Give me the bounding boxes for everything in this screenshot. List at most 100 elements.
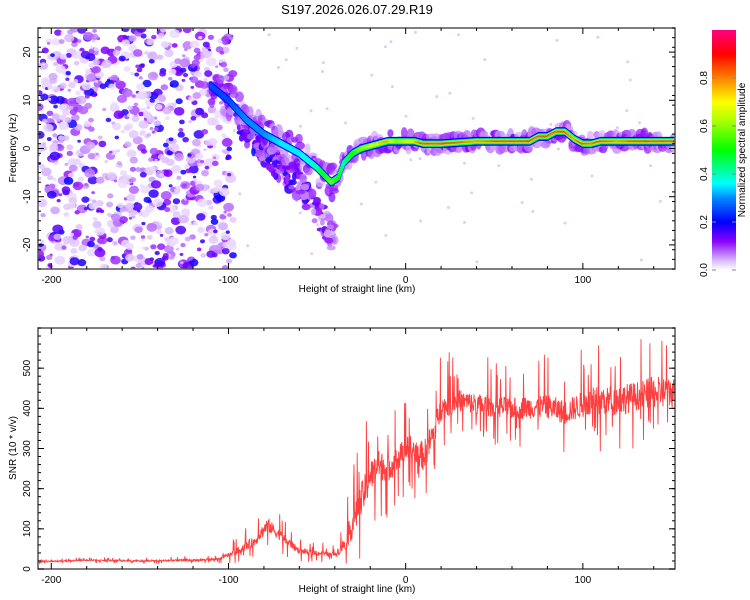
heatmap-cell bbox=[219, 50, 225, 55]
snr-series-line bbox=[38, 339, 675, 565]
heatmap-cell bbox=[174, 188, 179, 192]
heatmap-cell bbox=[204, 70, 213, 77]
heatmap-cell bbox=[93, 51, 99, 56]
heatmap-cell bbox=[196, 247, 202, 252]
heatmap-cell bbox=[113, 179, 118, 183]
heatmap-cell bbox=[126, 113, 131, 117]
heatmap-cell bbox=[174, 58, 182, 65]
heatmap-cell bbox=[320, 213, 326, 219]
y-tick-label: -20 bbox=[22, 237, 33, 252]
plot-area-bottom bbox=[38, 328, 675, 569]
heatmap-cell bbox=[94, 244, 100, 249]
heatmap-cell bbox=[310, 208, 317, 216]
heatmap-cell bbox=[182, 136, 189, 143]
heatmap-cell bbox=[446, 206, 450, 210]
heatmap-cell bbox=[316, 223, 320, 227]
y-tick-label: 10 bbox=[22, 94, 33, 106]
heatmap-cell bbox=[110, 213, 121, 222]
heatmap-cell bbox=[65, 70, 71, 76]
heatmap-cell bbox=[311, 201, 319, 206]
heatmap-cell bbox=[310, 252, 314, 256]
heatmap-cell bbox=[638, 121, 642, 125]
heatmap-cell bbox=[181, 208, 191, 216]
heatmap-cell bbox=[171, 102, 177, 107]
heatmap-cell bbox=[208, 97, 215, 109]
heatmap-cell bbox=[131, 115, 140, 122]
heatmap-cell bbox=[164, 207, 171, 213]
heatmap-cell bbox=[93, 46, 99, 52]
x-tick-label: -100 bbox=[218, 575, 238, 586]
heatmap-cell bbox=[187, 153, 192, 157]
heatmap-cell bbox=[200, 253, 206, 258]
colorbar-ticks: 0.0 0.2 0.4 0.6 0.8 bbox=[699, 71, 736, 277]
heatmap-cell bbox=[89, 46, 94, 50]
heatmap-cell bbox=[110, 225, 119, 234]
heatmap-cell bbox=[144, 39, 148, 43]
heatmap-cell bbox=[200, 160, 205, 164]
heatmap-cell bbox=[75, 223, 83, 230]
heatmap-cell bbox=[58, 39, 65, 45]
heatmap-cell bbox=[112, 49, 121, 56]
heatmap-cell bbox=[168, 236, 179, 246]
heatmap-cell bbox=[210, 218, 219, 225]
heatmap-cell bbox=[208, 205, 214, 210]
heatmap-cell bbox=[149, 98, 155, 103]
heatmap-cell bbox=[225, 230, 230, 234]
heatmap-cell bbox=[55, 65, 66, 74]
heatmap-cell bbox=[323, 229, 332, 238]
heatmap-cell bbox=[196, 213, 206, 221]
heatmap-cell bbox=[121, 39, 130, 47]
heatmap-cell bbox=[128, 178, 134, 183]
heatmap-cell bbox=[140, 235, 146, 239]
heatmap-cell bbox=[195, 107, 205, 116]
heatmap-cell bbox=[68, 81, 76, 89]
heatmap-cell bbox=[418, 157, 422, 161]
heatmap-cell bbox=[89, 236, 96, 242]
heatmap-cell bbox=[150, 244, 157, 250]
heatmap-cell bbox=[190, 115, 197, 121]
heatmap-cell bbox=[65, 53, 72, 58]
heatmap-cell bbox=[267, 33, 271, 37]
heatmap-cell bbox=[91, 191, 95, 195]
heatmap-cell bbox=[156, 243, 166, 251]
heatmap-cell bbox=[198, 35, 203, 40]
heatmap-cell bbox=[198, 89, 207, 96]
y-tick-label: 200 bbox=[22, 480, 33, 497]
heatmap-cell bbox=[59, 114, 67, 121]
heatmap-cell bbox=[94, 248, 106, 258]
heatmap-cell bbox=[174, 153, 184, 162]
heatmap-cell bbox=[87, 176, 98, 185]
heatmap-cell bbox=[299, 124, 303, 128]
heatmap-cell bbox=[54, 242, 65, 251]
heatmap-cell bbox=[165, 49, 173, 56]
heatmap-cell bbox=[448, 91, 452, 95]
heatmap-cell bbox=[158, 35, 163, 40]
heatmap-cell bbox=[182, 28, 192, 34]
heatmap-cell bbox=[216, 74, 225, 84]
heatmap-cell bbox=[300, 183, 310, 191]
heatmap-cell bbox=[320, 70, 324, 74]
heatmap-cell bbox=[203, 158, 215, 168]
heatmap-cell bbox=[126, 194, 136, 202]
heatmap-cell bbox=[199, 81, 210, 89]
heatmap-cell bbox=[145, 38, 155, 46]
heatmap-cell bbox=[197, 226, 205, 234]
heatmap-cell bbox=[326, 224, 335, 230]
heatmap-cell bbox=[98, 140, 107, 148]
heatmap-cell bbox=[38, 90, 43, 96]
heatmap-cell bbox=[227, 172, 232, 177]
heatmap-cell bbox=[128, 216, 133, 220]
heatmap-cell bbox=[131, 94, 136, 98]
heatmap-cell bbox=[72, 79, 79, 84]
heatmap-cell bbox=[138, 63, 145, 69]
heatmap-cell bbox=[192, 178, 198, 182]
heatmap-cell bbox=[213, 229, 218, 234]
heatmap-cell bbox=[457, 33, 461, 37]
heatmap-cell bbox=[181, 78, 186, 82]
heatmap-cell bbox=[41, 62, 46, 66]
heatmap-cell bbox=[147, 71, 159, 81]
heatmap-cell bbox=[497, 130, 505, 138]
heatmap-cell bbox=[205, 199, 213, 206]
heatmap-cell bbox=[91, 199, 97, 204]
heatmap-cell bbox=[162, 142, 169, 148]
